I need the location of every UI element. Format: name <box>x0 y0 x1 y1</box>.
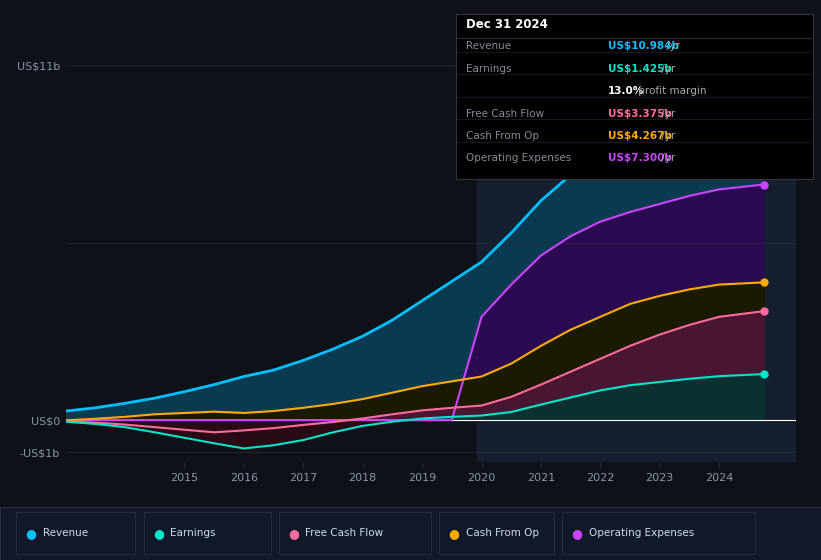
Text: Cash From Op: Cash From Op <box>466 528 539 538</box>
Text: US$1.425b: US$1.425b <box>608 64 672 74</box>
Text: Earnings: Earnings <box>170 528 215 538</box>
Text: US$10.984b: US$10.984b <box>608 41 678 52</box>
Text: /yr: /yr <box>658 64 675 74</box>
Text: Earnings: Earnings <box>466 64 511 74</box>
Text: ●: ● <box>288 526 300 540</box>
Text: 13.0%: 13.0% <box>608 86 644 96</box>
Text: Dec 31 2024: Dec 31 2024 <box>466 18 548 31</box>
Text: profit margin: profit margin <box>635 86 707 96</box>
Text: US$3.375b: US$3.375b <box>608 109 672 119</box>
Text: Operating Expenses: Operating Expenses <box>466 153 571 164</box>
Text: ●: ● <box>25 526 37 540</box>
Text: ●: ● <box>153 526 164 540</box>
Text: Operating Expenses: Operating Expenses <box>589 528 694 538</box>
Text: /yr: /yr <box>658 131 675 141</box>
Text: /yr: /yr <box>663 41 681 52</box>
Text: ●: ● <box>448 526 460 540</box>
Text: /yr: /yr <box>658 153 675 164</box>
Text: Free Cash Flow: Free Cash Flow <box>305 528 383 538</box>
Text: US$4.267b: US$4.267b <box>608 131 672 141</box>
Text: /yr: /yr <box>658 109 675 119</box>
Text: US$7.300b: US$7.300b <box>608 153 672 164</box>
Bar <box>477 17 796 462</box>
Text: Revenue: Revenue <box>466 41 511 52</box>
Text: Cash From Op: Cash From Op <box>466 131 539 141</box>
Text: ●: ● <box>571 526 583 540</box>
Text: Revenue: Revenue <box>43 528 88 538</box>
Text: Free Cash Flow: Free Cash Flow <box>466 109 544 119</box>
